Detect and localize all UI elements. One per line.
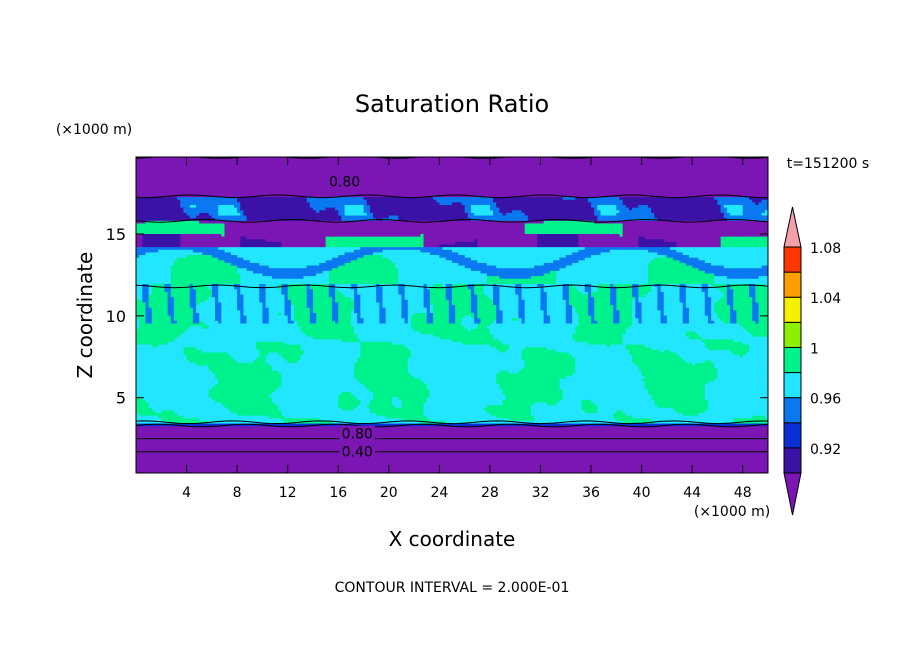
colorbar-label: 1.04 — [810, 291, 841, 307]
colorbar-swatch — [784, 272, 801, 297]
y-tick-label: 5 — [116, 389, 126, 408]
colorbar-upper-arrow — [784, 207, 801, 247]
contour-label: 0.80 — [329, 175, 360, 191]
contour-label: 0.40 — [342, 445, 373, 461]
y-axis-label: Z coordinate — [73, 252, 97, 379]
colorbar-swatch — [784, 448, 801, 473]
contour-label: 0.80 — [342, 427, 373, 443]
x-tick-label: 44 — [683, 485, 701, 501]
colorbar-lower-arrow — [784, 473, 801, 515]
x-tick-label: 48 — [734, 485, 752, 501]
x-unit-label: (×1000 m) — [694, 504, 770, 520]
colorbar-label: 1.08 — [810, 241, 841, 257]
colorbar-swatch — [784, 423, 801, 448]
colorbar-label: 1 — [810, 341, 819, 357]
x-tick-label: 36 — [582, 485, 600, 501]
x-tick-label: 16 — [329, 485, 347, 501]
x-tick-label: 20 — [380, 485, 398, 501]
colorbar: 0.92 0.96 1 1.04 1.08 — [784, 207, 841, 515]
colorbar-swatch — [784, 373, 801, 398]
x-tick-label: 28 — [481, 485, 499, 501]
x-tick-label: 32 — [532, 485, 550, 501]
colorbar-swatch — [784, 347, 801, 372]
x-tick-label: 40 — [633, 485, 651, 501]
x-tick-label: 4 — [182, 485, 191, 501]
colorbar-swatch — [784, 247, 801, 272]
y-tick-label: 10 — [106, 307, 126, 326]
time-label: t=151200 s — [787, 156, 869, 172]
colorbar-swatch — [784, 297, 801, 322]
colorbar-swatch — [784, 322, 801, 347]
chart-title: Saturation Ratio — [355, 90, 549, 118]
colorbar-label: 0.92 — [810, 442, 841, 458]
x-axis-label: X coordinate — [389, 527, 516, 551]
contour-interval-footer: CONTOUR INTERVAL = 2.000E-01 — [335, 580, 570, 596]
y-unit-label: (×1000 m) — [56, 122, 132, 138]
colorbar-label: 0.96 — [810, 392, 841, 408]
x-tick-label: 8 — [233, 485, 242, 501]
x-tick-label: 24 — [430, 485, 448, 501]
colorbar-swatch — [784, 398, 801, 423]
x-tick-label: 12 — [279, 485, 297, 501]
y-tick-label: 15 — [106, 225, 126, 244]
